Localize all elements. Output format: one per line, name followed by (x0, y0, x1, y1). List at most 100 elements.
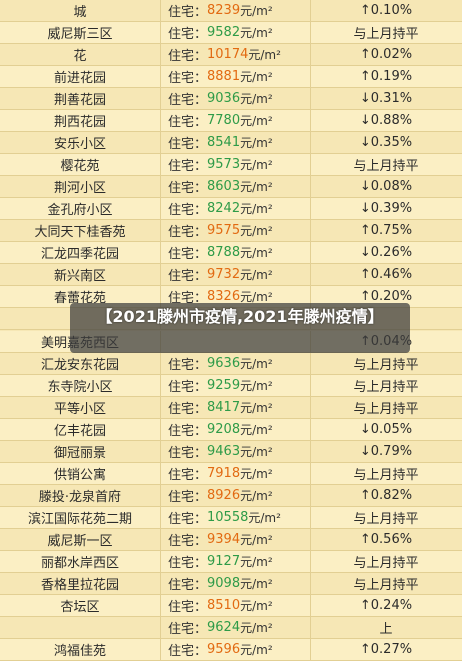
monthly-change: ↓0.88% (359, 113, 413, 129)
table-row: 威尼斯三区 住宅： 9582 元/m² 与上月持平 (0, 22, 462, 45)
price-value: 8417 (207, 399, 241, 415)
column-divider (310, 22, 311, 44)
price-label: 住宅： (168, 5, 208, 21)
price-value: 8788 (207, 245, 241, 261)
column-divider (310, 66, 311, 88)
price-label: 住宅： (168, 269, 208, 285)
community-name: 春蕾花苑 (53, 291, 106, 307)
monthly-change: 与上月持平 (353, 159, 419, 175)
table-row: 滨江国际花苑二期 住宅： 10558 元/m² 与上月持平 (0, 506, 462, 529)
column-divider (310, 550, 311, 572)
community-name: 滕投·龙泉首府 (38, 489, 122, 505)
column-divider (160, 616, 161, 638)
monthly-change: 与上月持平 (353, 27, 419, 43)
title-overlay-text: 【2021滕州市疫情,2021年滕州疫情】 (96, 307, 384, 326)
price-unit: 元/m² (240, 642, 273, 657)
community-name: 前进花园 (53, 71, 106, 87)
price-label: 住宅： (168, 115, 208, 131)
price-label: 住宅： (168, 71, 208, 87)
column-divider (310, 572, 311, 594)
price-value: 9575 (207, 223, 241, 239)
price-cell: 住宅： 8242 元/m² (160, 198, 310, 219)
price-unit: 元/m² (240, 268, 273, 283)
monthly-change: ↑0.02% (359, 47, 413, 63)
price-unit: 元/m² (240, 378, 273, 393)
price-unit: 元/m² (240, 70, 273, 85)
community-name: 御冠丽景 (53, 445, 106, 461)
community-name: 丽都水岸西区 (40, 555, 119, 571)
price-label: 住宅： (168, 49, 208, 65)
monthly-change: ↑0.56% (359, 531, 413, 547)
price-label: 住宅： (168, 467, 208, 483)
price-unit: 元/m² (240, 532, 273, 547)
community-name: 鸿福佳苑 (53, 643, 106, 659)
price-value: 9098 (207, 575, 241, 591)
price-cell: 住宅： 9596 元/m² (160, 639, 310, 660)
price-value: 9573 (207, 157, 241, 173)
price-cell: 住宅： 7780 元/m² (160, 110, 310, 131)
column-divider (160, 572, 161, 594)
table-row: 丽都水岸西区 住宅： 9127 元/m² 与上月持平 (0, 550, 462, 573)
price-value: 9127 (207, 553, 241, 569)
price-label: 住宅： (168, 159, 208, 175)
price-value: 7780 (207, 113, 241, 129)
price-value: 9596 (207, 641, 241, 657)
price-unit: 元/m² (240, 180, 273, 195)
community-name: 威尼斯一区 (47, 533, 113, 549)
monthly-change: 与上月持平 (353, 555, 419, 571)
price-value: 10558 (207, 509, 249, 525)
monthly-change: ↓0.26% (359, 245, 413, 261)
table-row: 威尼斯一区 住宅： 9394 元/m² ↑0.56% (0, 528, 462, 551)
table-row: 金孔府小区 住宅： 8242 元/m² ↓0.39% (0, 198, 462, 221)
column-divider (310, 638, 311, 660)
column-divider (160, 286, 161, 308)
monthly-change: ↑0.82% (359, 487, 413, 503)
community-name: 亿丰花园 (53, 423, 106, 439)
price-cell: 住宅： 8926 元/m² (160, 485, 310, 506)
table-row: 东寺院小区 住宅： 9259 元/m² 与上月持平 (0, 374, 462, 397)
table-row: 供销公寓 住宅： 7918 元/m² 与上月持平 (0, 462, 462, 485)
price-cell: 住宅： 9575 元/m² (160, 220, 310, 241)
price-unit: 元/m² (248, 510, 281, 525)
monthly-change: ↓0.79% (359, 443, 413, 459)
price-label: 住宅： (168, 621, 208, 637)
column-divider (310, 286, 311, 308)
price-label: 住宅： (168, 357, 208, 373)
monthly-change: ↓0.35% (359, 135, 413, 151)
price-unit: 元/m² (240, 576, 273, 591)
monthly-change: ↑0.24% (359, 597, 413, 613)
price-cell: 住宅： 8603 元/m² (160, 176, 310, 197)
column-divider (310, 0, 311, 22)
price-unit: 元/m² (240, 26, 273, 41)
price-cell: 住宅： 8326 元/m² (160, 286, 310, 307)
community-name: 安乐小区 (53, 137, 106, 153)
community-name: 平等小区 (53, 401, 106, 417)
column-divider (310, 462, 311, 484)
table-row: 御冠丽景 住宅： 9463 元/m² ↓0.79% (0, 440, 462, 463)
price-cell: 住宅： 9394 元/m² (160, 529, 310, 550)
price-value: 9636 (207, 355, 241, 371)
column-divider (310, 176, 311, 198)
price-label: 住宅： (168, 137, 208, 153)
monthly-change: ↓0.39% (359, 201, 413, 217)
column-divider (310, 440, 311, 462)
column-divider (310, 132, 311, 154)
column-divider (310, 264, 311, 286)
community-name: 威尼斯三区 (47, 27, 113, 43)
column-divider (160, 594, 161, 616)
price-value: 9732 (207, 267, 241, 283)
column-divider (310, 484, 311, 506)
column-divider (310, 594, 311, 616)
table-row: 城 住宅： 8239 元/m² ↑0.10% (0, 0, 462, 23)
price-unit: 元/m² (248, 48, 281, 63)
column-divider (310, 396, 311, 418)
table-row: 安乐小区 住宅： 8541 元/m² ↓0.35% (0, 132, 462, 155)
community-name: 荆河小区 (53, 181, 106, 197)
price-cell: 住宅： 9624 元/m² (160, 617, 310, 638)
price-unit: 元/m² (240, 136, 273, 151)
price-cell: 住宅： 8788 元/m² (160, 242, 310, 263)
monthly-change: 与上月持平 (353, 401, 419, 417)
community-name: 香格里拉花园 (40, 577, 119, 593)
price-value: 9582 (207, 25, 241, 41)
price-unit: 元/m² (240, 400, 273, 415)
